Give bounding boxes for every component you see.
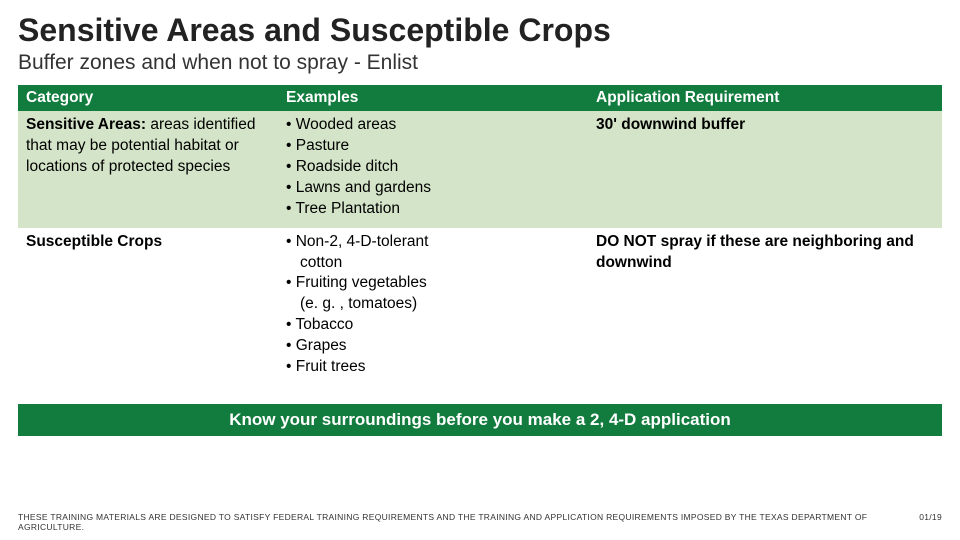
list-item: • Fruit trees <box>286 357 580 378</box>
table-row-sensitive: Sensitive Areas: areas identified that m… <box>18 111 942 228</box>
header-requirement: Application Requirement <box>588 85 942 111</box>
table-row-susceptible: Susceptible Crops • Non-2, 4-D-tolerantc… <box>18 228 942 386</box>
footer-date: 01/19 <box>919 512 942 532</box>
table-header-row: Category Examples Application Requiremen… <box>18 85 942 111</box>
list-item: • Non-2, 4-D-tolerant <box>286 232 580 253</box>
list-item: cotton <box>286 253 580 274</box>
examples-list-sensitive: Wooded areasPastureRoadside ditchLawns a… <box>286 115 580 220</box>
footer: THESE TRAINING MATERIALS ARE DESIGNED TO… <box>18 512 942 532</box>
cell-examples-susceptible: • Non-2, 4-D-tolerantcotton• Fruiting ve… <box>278 228 588 386</box>
list-item: Roadside ditch <box>286 157 580 178</box>
examples-list-susceptible: • Non-2, 4-D-tolerantcotton• Fruiting ve… <box>286 232 580 378</box>
cell-requirement-susceptible: DO NOT spray if these are neighboring an… <box>588 228 942 386</box>
cell-category-sensitive: Sensitive Areas: areas identified that m… <box>18 111 278 228</box>
slide-subtitle: Buffer zones and when not to spray - Enl… <box>0 51 960 85</box>
list-item: • Tobacco <box>286 315 580 336</box>
list-item: Tree Plantation <box>286 199 580 220</box>
cell-requirement-sensitive: 30' downwind buffer <box>588 111 942 228</box>
footer-disclaimer: THESE TRAINING MATERIALS ARE DESIGNED TO… <box>18 512 919 532</box>
header-category: Category <box>18 85 278 111</box>
list-item: Pasture <box>286 136 580 157</box>
list-item: • Grapes <box>286 336 580 357</box>
cell-category-susceptible: Susceptible Crops <box>18 228 278 386</box>
buffer-table: Category Examples Application Requiremen… <box>18 85 942 386</box>
list-item: (e. g. , tomatoes) <box>286 294 580 315</box>
callout-banner: Know your surroundings before you make a… <box>18 404 942 436</box>
list-item: Wooded areas <box>286 115 580 136</box>
header-examples: Examples <box>278 85 588 111</box>
category-bold: Sensitive Areas: <box>26 116 146 133</box>
list-item: • Fruiting vegetables <box>286 273 580 294</box>
cell-examples-sensitive: Wooded areasPastureRoadside ditchLawns a… <box>278 111 588 228</box>
slide-title: Sensitive Areas and Susceptible Crops <box>0 0 960 51</box>
list-item: Lawns and gardens <box>286 178 580 199</box>
